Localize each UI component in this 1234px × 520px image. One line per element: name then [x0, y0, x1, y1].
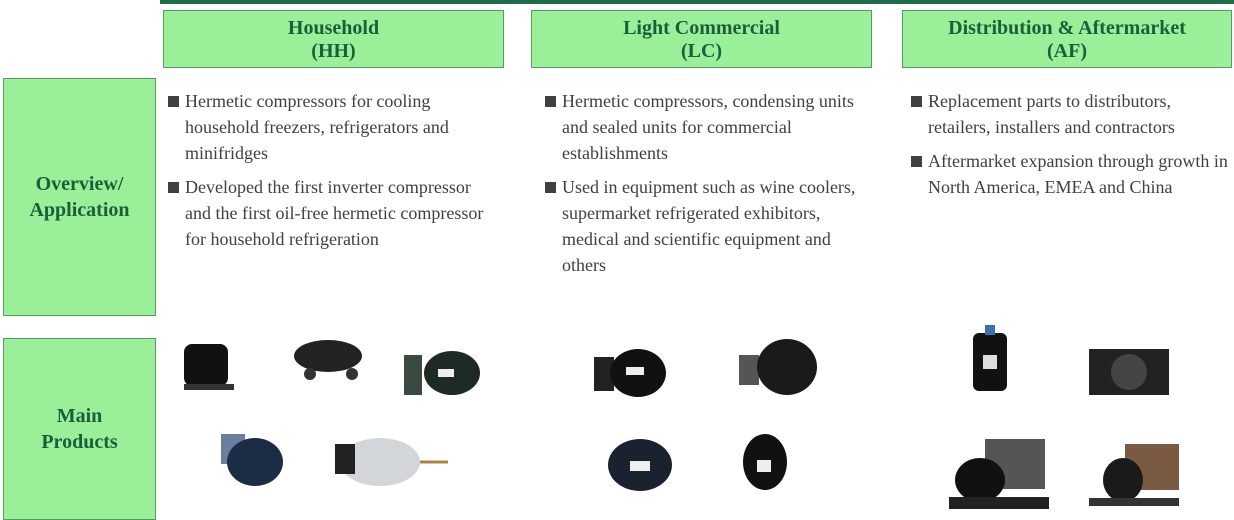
top-rule [160, 0, 1234, 4]
column-code: (AF) [903, 40, 1231, 63]
row-header: Overview/Application [3, 78, 156, 316]
bullet: Hermetic compressors for cooling househo… [168, 88, 498, 166]
bullet-text: Aftermarket expansion through growth in … [928, 151, 1228, 197]
column-title: Light Commercial [532, 17, 871, 40]
row-label: Products [4, 429, 155, 455]
bullet-text: Used in equipment such as wine coolers, … [562, 177, 855, 275]
product-image [945, 435, 1055, 515]
product-image [290, 330, 370, 385]
bullet-text: Hermetic compressors, condensing units a… [562, 91, 854, 163]
bullet: Used in equipment such as wine coolers, … [545, 174, 865, 278]
column-header: Distribution & Aftermarket(AF) [902, 10, 1232, 68]
bullet: Developed the first inverter compressor … [168, 174, 498, 252]
row-label: Application [4, 197, 155, 223]
bullet-list: Hermetic compressors, condensing units a… [545, 88, 865, 286]
bullet-list: Replacement parts to distributors, retai… [911, 88, 1231, 208]
product-image [735, 430, 795, 495]
row-label: Main [4, 403, 155, 429]
product-image [1085, 440, 1185, 510]
product-image [965, 325, 1015, 400]
product-image [735, 335, 825, 400]
column-title: Distribution & Aftermarket [903, 17, 1231, 40]
column-code: (LC) [532, 40, 871, 63]
column-header: Household(HH) [163, 10, 504, 68]
bullet: Aftermarket expansion through growth in … [911, 148, 1231, 200]
product-image [1085, 345, 1175, 400]
product-image [180, 340, 240, 395]
product-image [215, 430, 285, 490]
slide: {"columns": [ {"title": "Household", "co… [0, 0, 1234, 520]
column-title: Household [164, 17, 503, 40]
product-image [400, 345, 485, 400]
row-label: Overview/ [4, 171, 155, 197]
column-header: Light Commercial(LC) [531, 10, 872, 68]
bullet-text: Replacement parts to distributors, retai… [928, 91, 1175, 137]
bullet: Replacement parts to distributors, retai… [911, 88, 1231, 140]
bullet: Hermetic compressors, condensing units a… [545, 88, 865, 166]
column-code: (HH) [164, 40, 503, 63]
bullet-text: Developed the first inverter compressor … [185, 177, 483, 249]
product-image [590, 345, 670, 400]
bullet-list: Hermetic compressors for cooling househo… [168, 88, 498, 260]
product-image [600, 435, 680, 495]
bullet-text: Hermetic compressors for cooling househo… [185, 91, 449, 163]
product-image [330, 432, 450, 492]
